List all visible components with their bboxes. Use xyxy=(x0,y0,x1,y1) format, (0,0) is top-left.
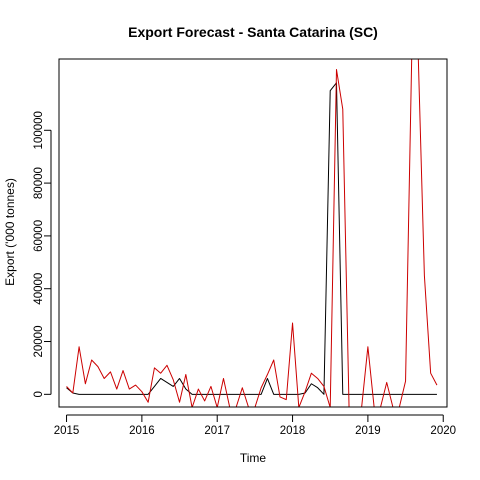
plot-area xyxy=(66,59,438,407)
y-axis-label: Export ('000 tonnes) xyxy=(3,178,17,286)
y-tick-label: 40000 xyxy=(33,273,45,305)
axes: 2015 2016 2017 2018 2019 2020 0 20000 40000 60000… xyxy=(33,58,456,437)
x-tick-label: 2017 xyxy=(204,425,230,437)
series-line-2 xyxy=(66,59,438,407)
chart-title: Export Forecast - Santa Catarina (SC) xyxy=(128,24,378,40)
x-tick-label: 2020 xyxy=(430,425,456,437)
x-tick-label: 2015 xyxy=(54,425,80,437)
y-tick-label: 100000 xyxy=(33,111,45,149)
x-tick-label: 2019 xyxy=(355,425,381,437)
y-tick-label: 20000 xyxy=(33,326,45,358)
plot-box xyxy=(58,58,448,408)
y-tick-label: 0 xyxy=(33,391,45,397)
x-tick-label: 2016 xyxy=(129,425,155,437)
x-tick-label: 2018 xyxy=(280,425,306,437)
series-line-1 xyxy=(66,82,437,395)
y-tick-label: 60000 xyxy=(33,220,45,252)
x-axis-label: Time xyxy=(240,451,267,465)
y-tick-label: 80000 xyxy=(33,167,45,199)
